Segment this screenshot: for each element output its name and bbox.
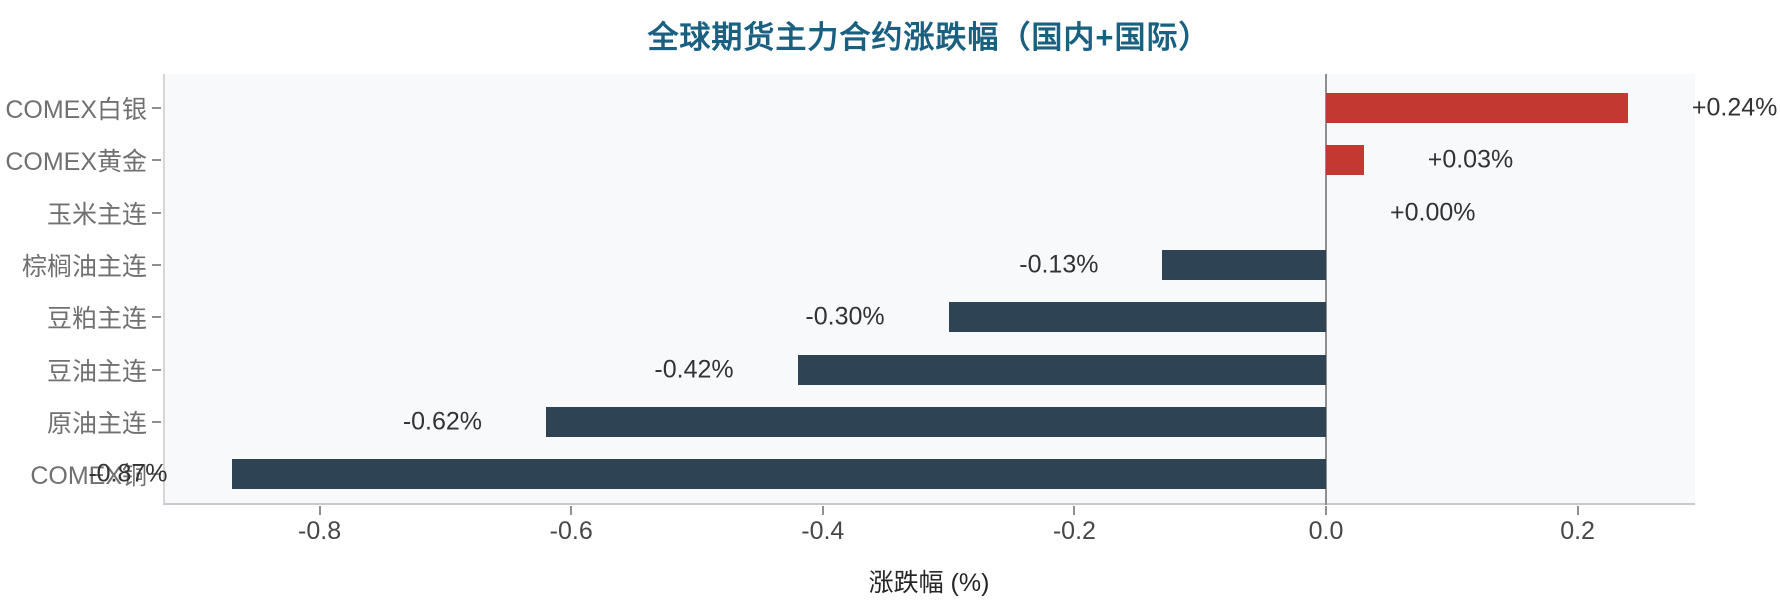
y-axis-label-7: COMEX铜 — [30, 462, 147, 491]
bar-3 — [1162, 249, 1326, 280]
x-tick-label-3: -0.2 — [1052, 517, 1096, 545]
value-label-3: -0.13% — [1019, 250, 1099, 279]
value-label-2: +0.00% — [1390, 198, 1476, 227]
bar-4 — [948, 302, 1326, 333]
bar-6 — [546, 406, 1326, 437]
value-label-4: -0.30% — [805, 302, 885, 331]
value-label-1: +0.03% — [1427, 145, 1514, 174]
bar-0 — [1326, 93, 1628, 123]
plot-area — [163, 74, 1695, 505]
chart-title: 全球期货主力合约涨跌幅（国内+国际） — [647, 20, 1211, 55]
x-tick-mark-1 — [570, 506, 573, 515]
y-axis-label-4: 豆粕主连 — [46, 305, 147, 334]
x-tick-label-1: -0.6 — [549, 517, 593, 545]
bar-5 — [797, 354, 1326, 385]
y-tick-mark-1 — [152, 159, 161, 162]
y-axis-label-5: 豆油主连 — [46, 357, 147, 386]
x-tick-label-4: 0.0 — [1308, 517, 1344, 545]
y-tick-mark-7 — [152, 473, 161, 476]
y-axis-label-0: COMEX白银 — [5, 96, 147, 124]
x-tick-mark-5 — [1576, 506, 1579, 515]
y-axis-label-6: 原油主连 — [46, 409, 147, 438]
x-axis-title: 涨跌幅 (%) — [868, 569, 990, 597]
y-tick-mark-2 — [152, 211, 161, 214]
y-axis-label-3: 棕榈油主连 — [21, 252, 147, 281]
y-tick-mark-4 — [152, 316, 161, 319]
value-label-7: -0.87% — [88, 459, 168, 488]
y-tick-mark-0 — [152, 107, 161, 109]
y-tick-mark-6 — [152, 420, 161, 423]
y-tick-mark-3 — [152, 263, 161, 266]
value-label-5: -0.42% — [654, 355, 734, 384]
x-tick-label-0: -0.8 — [298, 517, 342, 545]
y-axis-label-2: 玉米主连 — [46, 200, 147, 229]
bar-1 — [1326, 145, 1364, 176]
x-tick-label-2: -0.4 — [801, 517, 845, 545]
x-tick-label-5: 0.2 — [1560, 517, 1595, 545]
zero-axis-line — [1325, 74, 1327, 505]
x-tick-mark-4 — [1325, 506, 1327, 515]
value-label-6: -0.62% — [402, 407, 483, 436]
bar-7 — [231, 459, 1326, 490]
x-tick-mark-0 — [318, 506, 321, 515]
y-axis-label-1: COMEX黄金 — [5, 148, 147, 177]
y-tick-mark-5 — [152, 368, 161, 371]
x-tick-mark-2 — [821, 506, 824, 515]
x-tick-mark-3 — [1073, 506, 1076, 515]
value-label-0: +0.24% — [1691, 93, 1778, 122]
